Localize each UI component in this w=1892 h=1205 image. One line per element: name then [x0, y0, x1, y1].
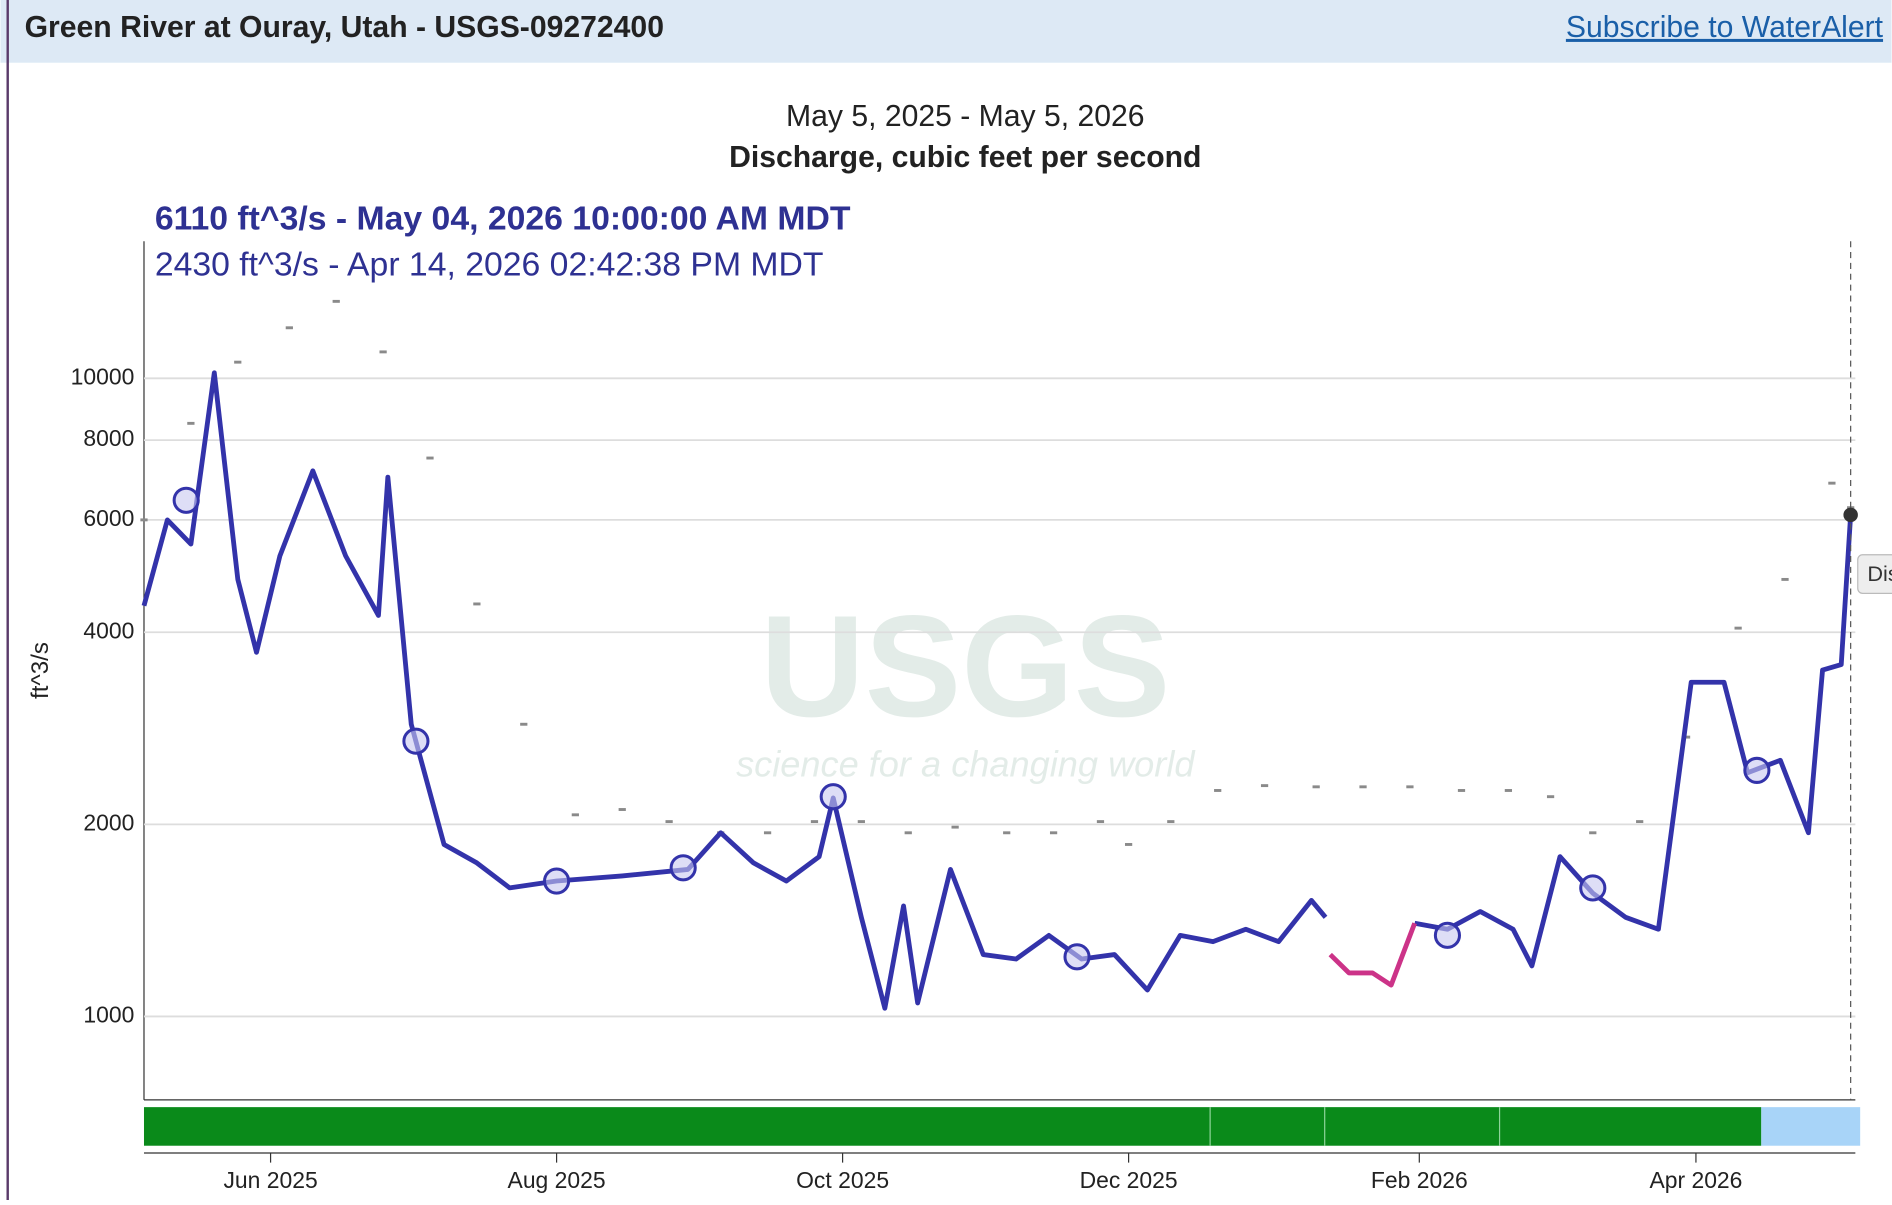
median-dash — [618, 808, 626, 811]
median-dash — [857, 820, 865, 824]
median-dash — [1096, 820, 1105, 824]
median-dash — [951, 825, 959, 829]
median-dash — [379, 350, 387, 354]
median-dash — [1214, 789, 1222, 792]
x-tick-label: Dec 2025 — [1080, 1167, 1178, 1193]
median-dash — [1260, 784, 1269, 788]
median-dash — [520, 722, 528, 726]
field-measurement — [669, 854, 697, 882]
median-dash — [234, 360, 242, 364]
median-dash — [332, 299, 340, 303]
field-measurement — [819, 783, 847, 811]
median-dash — [1457, 789, 1466, 792]
median-dash — [571, 813, 579, 817]
header-bar — [0, 0, 1892, 63]
median-dash — [1312, 785, 1320, 789]
side-tooltip-text: Dis — [1867, 561, 1892, 586]
median-dash — [1828, 481, 1836, 485]
median-dash — [1781, 577, 1789, 581]
median-dash — [1124, 843, 1133, 846]
median-dash — [1546, 795, 1555, 799]
median-dash — [904, 831, 912, 835]
series-line — [1328, 922, 1417, 988]
x-tick-label: Oct 2025 — [796, 1167, 889, 1193]
median-dash — [1589, 831, 1597, 835]
median-dash — [187, 421, 195, 425]
x-tick-label: Jun 2025 — [223, 1167, 317, 1193]
median-dash — [1359, 785, 1367, 789]
chart-title: May 5, 2025 - May 5, 2026 — [786, 100, 1145, 133]
median-dash — [1504, 789, 1513, 792]
field-measurement — [543, 867, 571, 895]
median-dash — [1167, 820, 1175, 824]
field-measurement — [402, 727, 430, 755]
median-dash — [426, 456, 434, 460]
y-tick-label: 1000 — [83, 1001, 134, 1027]
field-measurement — [172, 486, 200, 514]
x-tick-label: Apr 2026 — [1649, 1167, 1742, 1193]
median-dash — [140, 518, 148, 522]
median-dash — [473, 602, 481, 606]
field-measurement — [1743, 756, 1771, 784]
y-tick-label: 4000 — [83, 617, 134, 643]
approval-bar — [143, 1107, 1762, 1146]
x-tick-label: Feb 2026 — [1371, 1167, 1468, 1193]
tooltip-current: 6110 ft^3/s - May 04, 2026 10:00:00 AM M… — [155, 200, 851, 238]
field-measurement — [1579, 874, 1607, 902]
median-dash — [1682, 735, 1691, 739]
tooltip-measurement: 2430 ft^3/s - Apr 14, 2026 02:42:38 PM M… — [155, 245, 824, 283]
y-axis-label: ft^3/s — [27, 642, 54, 699]
median-dash — [1636, 820, 1644, 824]
median-dash — [810, 820, 819, 824]
series-line — [141, 370, 1328, 1011]
median-dash — [1406, 785, 1414, 789]
median-dash — [1003, 831, 1011, 835]
plot: 1000 2000 4000 6000 8000 10000 Jun 2025 Aug 202… — [71, 241, 1858, 1193]
y-tick-label: 10000 — [71, 363, 135, 389]
current-point — [1843, 507, 1858, 523]
y-tick-label: 8000 — [83, 425, 134, 451]
subscribe-link[interactable]: Subscribe to WaterAlert — [1566, 11, 1884, 44]
y-tick-label: 6000 — [83, 505, 134, 531]
median-dash — [665, 820, 673, 824]
provisional-bar — [1761, 1107, 1861, 1146]
median-dash — [1734, 626, 1742, 630]
field-measurement — [1063, 943, 1091, 971]
median-dash — [763, 831, 772, 835]
series-line — [1414, 514, 1854, 969]
median-dash — [285, 326, 293, 330]
watermark-tagline: science for a changing world — [736, 744, 1196, 785]
x-tick-label: Aug 2025 — [508, 1167, 606, 1193]
y-tick-label: 2000 — [83, 809, 134, 835]
side-tooltip — [1857, 554, 1892, 594]
median-dash — [1049, 831, 1058, 835]
field-measurement — [1433, 921, 1462, 949]
chart-subtitle: Discharge, cubic feet per second — [729, 141, 1201, 174]
page-title: Green River at Ouray, Utah - USGS-092724… — [25, 11, 664, 44]
watermark-logo: USGS — [760, 585, 1170, 747]
